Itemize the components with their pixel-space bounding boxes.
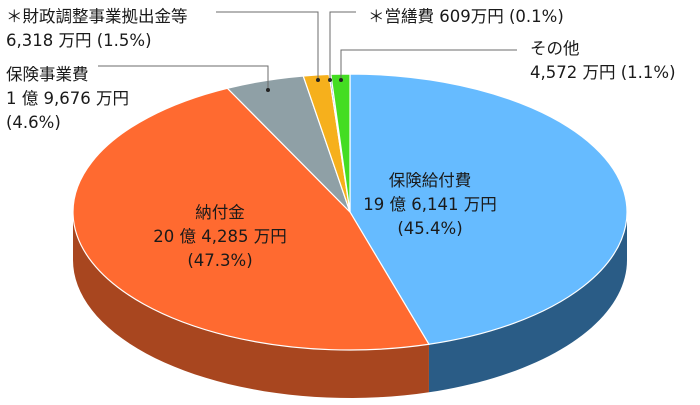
leader-dot-＊営繕費 bbox=[328, 78, 332, 82]
slice-label-＊財政調整事業拠出金等-1: 6,318 万円 (1.5%) bbox=[6, 31, 152, 50]
slice-label-保険給付費-1: 19 億 6,141 万円 bbox=[363, 195, 496, 214]
slice-label-納付金-0: 納付金 bbox=[195, 203, 245, 222]
slice-label-その他-1: 4,572 万円 (1.1%) bbox=[530, 63, 676, 82]
slice-label-保険事業費-2: (4.6%) bbox=[6, 113, 61, 132]
slice-label-納付金-2: (47.3%) bbox=[187, 251, 252, 270]
leader-dot-保険事業費 bbox=[266, 88, 270, 92]
slice-label-＊営繕費-0: ＊営繕費 609万円 (0.1%) bbox=[368, 7, 564, 26]
pie-labels: 保険給付費 19 億 6,141 万円 (45.4%) 納付金 20 億 4,285 万… bbox=[6, 7, 676, 270]
pie-top bbox=[72, 73, 628, 351]
leader-line-＊財政調整事業拠出金等 bbox=[216, 11, 319, 80]
leader-line-保険事業費 bbox=[98, 65, 269, 90]
slice-label-＊財政調整事業拠出金等-0: ＊財政調整事業拠出金等 bbox=[6, 7, 188, 26]
slice-保険給付費 bbox=[349, 73, 628, 345]
leader-dot-＊財政調整事業拠出金等 bbox=[316, 78, 320, 82]
slice-label-納付金-1: 20 億 4,285 万円 bbox=[153, 227, 286, 246]
slice-label-保険給付費-0: 保険給付費 bbox=[389, 171, 472, 190]
slice-side-保険給付費 bbox=[428, 212, 627, 393]
slice-label-保険事業費-1: 1 億 9,676 万円 bbox=[6, 89, 129, 108]
slice-side-納付金 bbox=[73, 212, 429, 398]
leader-dot-その他 bbox=[339, 78, 343, 82]
slice-label-保険給付費-2: (45.4%) bbox=[397, 219, 462, 238]
leader-line-その他 bbox=[340, 49, 517, 80]
slice-label-保険事業費-0: 保険事業費 bbox=[6, 65, 89, 84]
pie-sides bbox=[73, 212, 627, 398]
slice-label-その他-0: その他 bbox=[530, 39, 580, 58]
leader-line-＊営繕費 bbox=[329, 11, 356, 80]
slice-その他 bbox=[330, 73, 351, 213]
slice-納付金 bbox=[72, 87, 430, 351]
